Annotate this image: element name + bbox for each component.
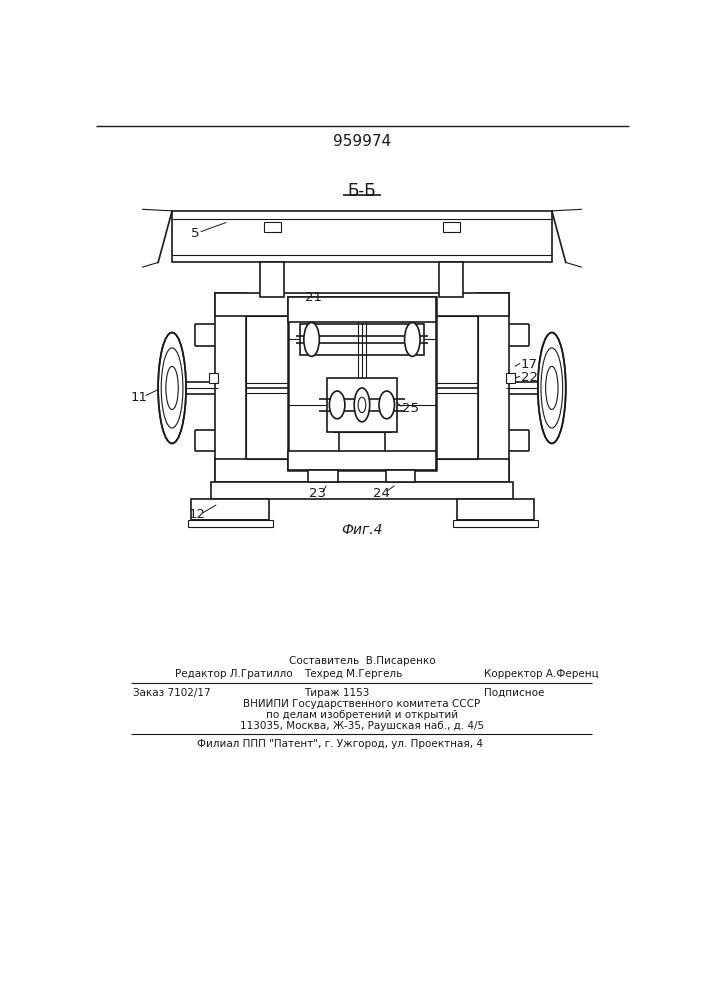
Ellipse shape	[538, 333, 566, 443]
Bar	[215, 293, 509, 316]
Ellipse shape	[404, 323, 420, 356]
Text: Б-Б: Б-Б	[348, 182, 376, 200]
Text: ВНИИПИ Государственного комитета СССР: ВНИИПИ Государственного комитета СССР	[243, 699, 481, 709]
Text: 24: 24	[373, 487, 390, 500]
Bar	[260, 262, 284, 297]
Bar	[187, 520, 273, 527]
Text: 12: 12	[188, 508, 205, 521]
Text: Составитель  В.Писаренко: Составитель В.Писаренко	[288, 656, 436, 666]
Text: 113035, Москва, Ж-35, Раушская наб., д. 4/5: 113035, Москва, Ж-35, Раушская наб., д. …	[240, 721, 484, 731]
Bar	[172, 211, 552, 262]
Bar	[506, 373, 515, 383]
Ellipse shape	[546, 366, 558, 410]
Ellipse shape	[354, 388, 370, 422]
Bar	[264, 222, 281, 232]
Ellipse shape	[379, 391, 395, 419]
Bar	[215, 459, 509, 482]
Bar	[478, 293, 509, 482]
Bar	[215, 293, 246, 482]
Bar	[288, 297, 436, 470]
Bar	[386, 470, 416, 482]
Ellipse shape	[166, 366, 178, 410]
Bar	[300, 324, 424, 355]
Ellipse shape	[158, 333, 186, 443]
Ellipse shape	[161, 348, 183, 428]
Text: по делам изобретений и открытий: по делам изобретений и открытий	[266, 710, 458, 720]
Text: 23: 23	[308, 487, 325, 500]
Text: Техред М.Гергель: Техред М.Гергель	[304, 669, 402, 679]
Ellipse shape	[541, 348, 563, 428]
Ellipse shape	[329, 391, 345, 419]
Bar	[288, 451, 436, 470]
Text: Тираж 1153: Тираж 1153	[304, 688, 369, 698]
Text: 25: 25	[402, 402, 419, 415]
Ellipse shape	[304, 323, 320, 356]
Bar	[327, 378, 397, 432]
Text: 959974: 959974	[333, 134, 391, 149]
Text: Редактор Л.Гратилло: Редактор Л.Гратилло	[175, 669, 293, 679]
Bar	[440, 262, 462, 297]
Text: 22: 22	[521, 371, 538, 384]
Bar	[209, 373, 218, 383]
Bar	[443, 222, 460, 232]
Bar	[288, 297, 436, 322]
Bar	[308, 470, 338, 482]
Ellipse shape	[358, 397, 366, 413]
Text: 21: 21	[305, 291, 322, 304]
Text: Подписное: Подписное	[484, 688, 544, 698]
Text: 11: 11	[130, 391, 147, 404]
Text: 17: 17	[521, 358, 538, 371]
Text: 5: 5	[191, 227, 199, 240]
Bar	[452, 520, 538, 527]
Text: Заказ 7102/17: Заказ 7102/17	[134, 688, 211, 698]
Bar	[192, 499, 269, 520]
Text: Фиг.4: Фиг.4	[341, 523, 382, 537]
Text: Филиал ППП "Патент", г. Ужгород, ул. Проектная, 4: Филиал ППП "Патент", г. Ужгород, ул. Про…	[197, 739, 483, 749]
Bar	[211, 482, 513, 499]
Text: Корректор А.Ференц: Корректор А.Ференц	[484, 669, 598, 679]
Bar	[457, 499, 534, 520]
